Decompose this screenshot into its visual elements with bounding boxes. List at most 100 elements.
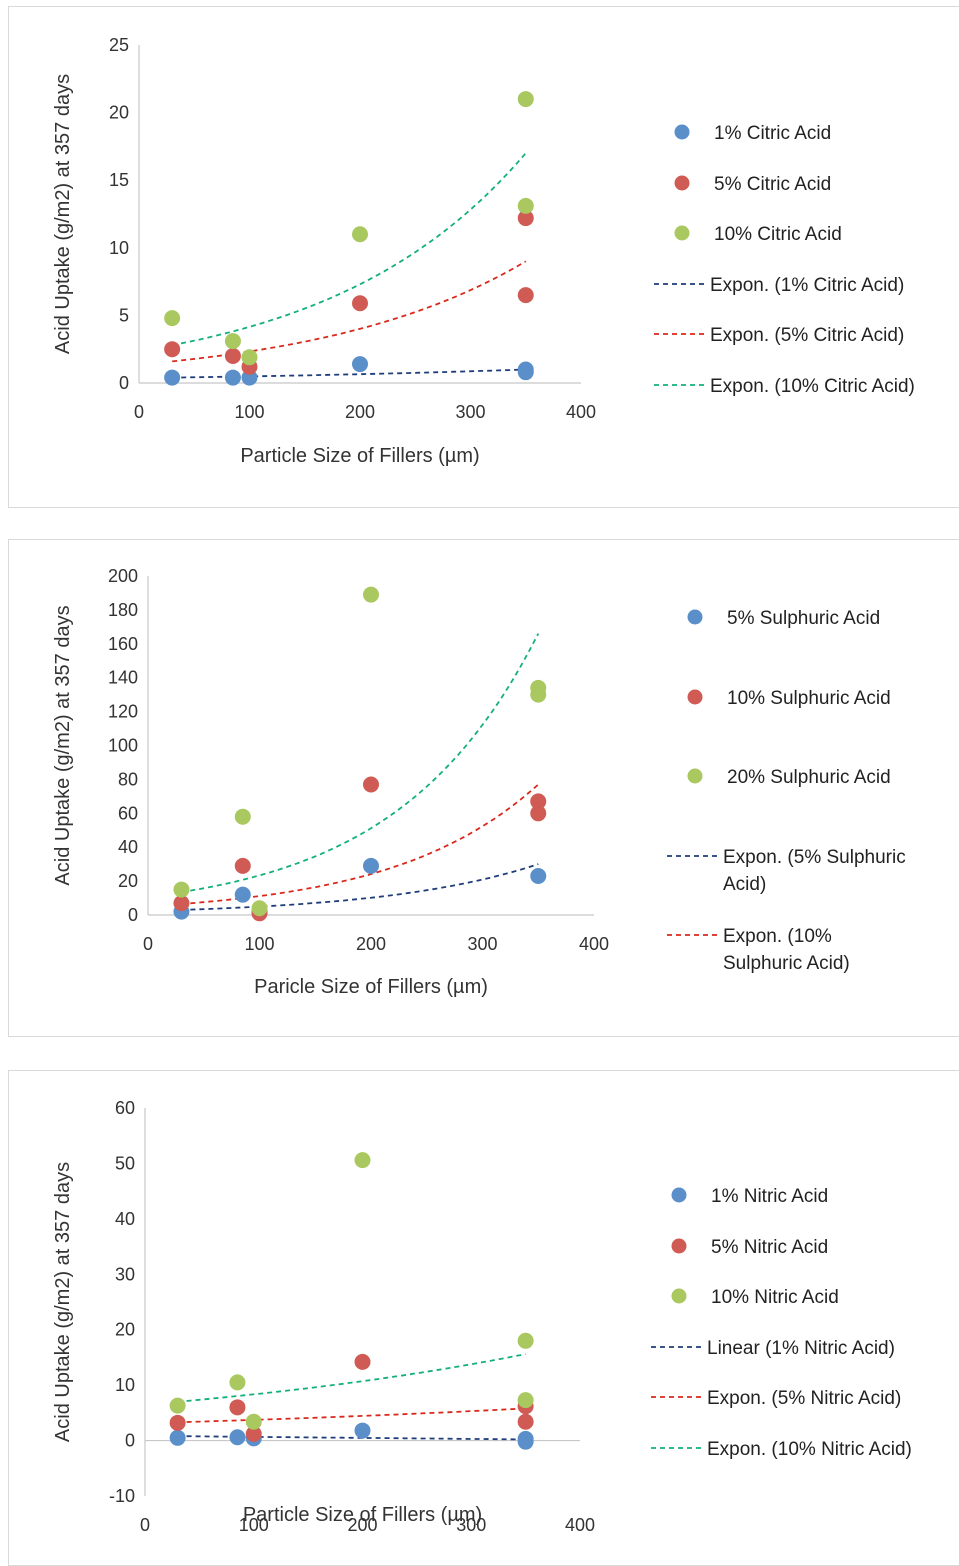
data-point-10-nitric-acid bbox=[229, 1374, 246, 1391]
data-point-20-sulphuric-acid bbox=[173, 881, 190, 898]
y-tick-label: -10 bbox=[109, 1486, 135, 1506]
x-tick-label: 300 bbox=[455, 402, 485, 422]
data-point-1-citric-acid bbox=[164, 369, 181, 386]
data-point-10-citric-acid bbox=[517, 91, 534, 108]
legend-label-line: Acid) bbox=[723, 874, 766, 895]
sulphuric-acid-scatter-chart: 0 20 40 60 80 100 120 140 160 180 200 0 100 200 300 400… bbox=[52, 566, 906, 998]
data-point-5-nitric-acid bbox=[517, 1413, 534, 1430]
legend-label-10-citric-acid: 10% Citric Acid bbox=[714, 224, 842, 245]
data-point-5-nitric-acid bbox=[169, 1414, 186, 1431]
y-tick-label: 5 bbox=[119, 305, 129, 325]
y-tick-label: 40 bbox=[115, 1209, 135, 1229]
data-point-5-citric-acid bbox=[164, 341, 181, 358]
data-point-20-sulphuric-acid bbox=[363, 586, 379, 603]
legend-label-line: 5% Nitric Acid bbox=[711, 1237, 828, 1258]
y-axis-title: Acid Uptake (g/m2) at 357 days bbox=[52, 605, 74, 885]
data-point-5-citric-acid bbox=[517, 210, 534, 227]
y-tick-label: 120 bbox=[108, 702, 138, 722]
y-tick-label: 20 bbox=[109, 103, 129, 123]
x-axis-title: Particle Size of Fillers (µm) bbox=[240, 445, 479, 467]
data-point-10-citric-acid bbox=[517, 197, 534, 214]
data-point-10-sulphuric-acid bbox=[363, 776, 379, 793]
legend-label-10-sulphuric-acid: 10% Sulphuric Acid bbox=[727, 688, 891, 709]
legend-label-line: Expon. (10% Nitric Acid) bbox=[707, 1439, 912, 1460]
data-point-10-citric-acid bbox=[164, 310, 181, 327]
data-point-5-nitric-acid bbox=[354, 1353, 371, 1370]
trendline-expon-5-citric-acid bbox=[172, 260, 527, 363]
y-tick-label: 30 bbox=[115, 1264, 135, 1284]
y-tick-label: 60 bbox=[118, 803, 138, 823]
data-point-5-sulphuric-acid bbox=[234, 886, 251, 903]
legend-label-line: Linear (1% Nitric Acid) bbox=[707, 1338, 895, 1359]
legend-label-5-nitric-acid: 5% Nitric Acid bbox=[711, 1237, 828, 1258]
y-tick-label: 40 bbox=[118, 837, 138, 857]
y-tick-label: 10 bbox=[109, 238, 129, 258]
x-tick-label: 0 bbox=[143, 934, 153, 954]
x-tick-label: 400 bbox=[566, 402, 596, 422]
y-tick-label: 180 bbox=[108, 600, 138, 620]
y-tick-label: 200 bbox=[108, 566, 138, 586]
y-tick-label: 20 bbox=[115, 1320, 135, 1340]
data-point-20-sulphuric-acid bbox=[251, 900, 268, 917]
x-tick-label: 400 bbox=[579, 934, 609, 954]
legend-label-expon-5-citric-acid: Expon. (5% Citric Acid) bbox=[710, 325, 904, 346]
data-point-10-nitric-acid bbox=[169, 1397, 186, 1414]
y-tick-label: 20 bbox=[118, 871, 138, 891]
legend-label-10-nitric-acid: 10% Nitric Acid bbox=[711, 1287, 839, 1308]
data-point-20-sulphuric-acid bbox=[234, 808, 251, 825]
legend-marker-5-nitric-acid bbox=[671, 1238, 687, 1254]
data-point-1-nitric-acid bbox=[169, 1429, 186, 1446]
legend-label-1-nitric-acid: 1% Nitric Acid bbox=[711, 1186, 828, 1207]
legend-label-line: 10% Nitric Acid bbox=[711, 1287, 839, 1308]
y-tick-label: 0 bbox=[119, 373, 129, 393]
y-tick-label: 0 bbox=[125, 1431, 135, 1451]
chart-panel-nitric: -10 0 10 20 30 40 50 60 0 100 200 300 400 Acid Uptake… bbox=[8, 1070, 959, 1566]
y-tick-label: 0 bbox=[128, 905, 138, 925]
y-tick-label: 25 bbox=[109, 35, 129, 55]
trendline-expon-5-nitric-acid bbox=[177, 1407, 526, 1424]
legend-label-line: Sulphuric Acid) bbox=[723, 953, 850, 974]
legend-marker-1-nitric-acid bbox=[671, 1187, 687, 1203]
legend-marker-10-nitric-acid bbox=[671, 1288, 687, 1304]
data-point-10-citric-acid bbox=[241, 349, 258, 366]
data-point-5-sulphuric-acid bbox=[363, 857, 379, 874]
legend-marker-20-sulphuric-acid bbox=[687, 768, 703, 784]
x-tick-label: 300 bbox=[467, 934, 497, 954]
trendline-series-2 bbox=[181, 633, 540, 893]
data-point-1-citric-acid bbox=[352, 356, 368, 373]
data-point-10-nitric-acid bbox=[517, 1392, 534, 1409]
legend-label-expon-5-nitric-acid: Expon. (5% Nitric Acid) bbox=[707, 1388, 901, 1409]
legend-label-line: 20% Sulphuric Acid bbox=[727, 767, 891, 788]
data-point-1-nitric-acid bbox=[229, 1429, 246, 1446]
legend-label-line: Expon. (10% Citric Acid) bbox=[710, 376, 915, 397]
data-point-5-citric-acid bbox=[352, 295, 368, 312]
data-point-5-sulphuric-acid bbox=[530, 868, 547, 885]
trendline-expon-10-nitric-acid bbox=[177, 1353, 526, 1403]
y-axis-title: Acid Uptake (g/m2) at 357 days bbox=[52, 1162, 74, 1442]
legend-label-line: 1% Citric Acid bbox=[714, 123, 831, 144]
legend-label-line: Expon. (10% bbox=[723, 926, 832, 947]
y-tick-label: 15 bbox=[109, 170, 129, 190]
legend-label-line: 1% Nitric Acid bbox=[711, 1186, 828, 1207]
legend-label-expon-10-nitric-acid: Expon. (10% Nitric Acid) bbox=[707, 1439, 912, 1460]
chart-panel-sulphuric: 0 20 40 60 80 100 120 140 160 180 200 0 100 200 300 400… bbox=[8, 539, 959, 1037]
legend-label-5-sulphuric-acid: 5% Sulphuric Acid bbox=[727, 608, 880, 629]
legend-marker-10-citric-acid bbox=[674, 225, 690, 241]
data-point-10-sulphuric-acid bbox=[530, 805, 547, 822]
x-tick-label: 200 bbox=[356, 934, 386, 954]
legend-label-20-sulphuric-acid: 20% Sulphuric Acid bbox=[727, 767, 891, 788]
data-point-5-citric-acid bbox=[224, 347, 241, 364]
legend-label-expon-10-citric-acid: Expon. (10% Citric Acid) bbox=[710, 376, 915, 397]
data-point-1-nitric-acid bbox=[354, 1422, 371, 1439]
x-tick-label: 200 bbox=[345, 402, 375, 422]
legend-label-5-citric-acid: 5% Citric Acid bbox=[714, 174, 831, 195]
x-tick-label: 100 bbox=[234, 402, 264, 422]
data-point-20-sulphuric-acid bbox=[530, 686, 547, 703]
trendline-expon-10-sulphuric-acid bbox=[181, 783, 539, 905]
legend-label-expon-5-sulphuric-acid: Expon. (5% Sulphuric Acid) bbox=[723, 847, 906, 895]
legend-label-linear-1-nitric-acid: Linear (1% Nitric Acid) bbox=[707, 1338, 895, 1359]
x-tick-label: 300 bbox=[456, 1515, 486, 1535]
data-point-10-sulphuric-acid bbox=[234, 857, 251, 874]
x-tick-label: 0 bbox=[140, 1515, 150, 1535]
